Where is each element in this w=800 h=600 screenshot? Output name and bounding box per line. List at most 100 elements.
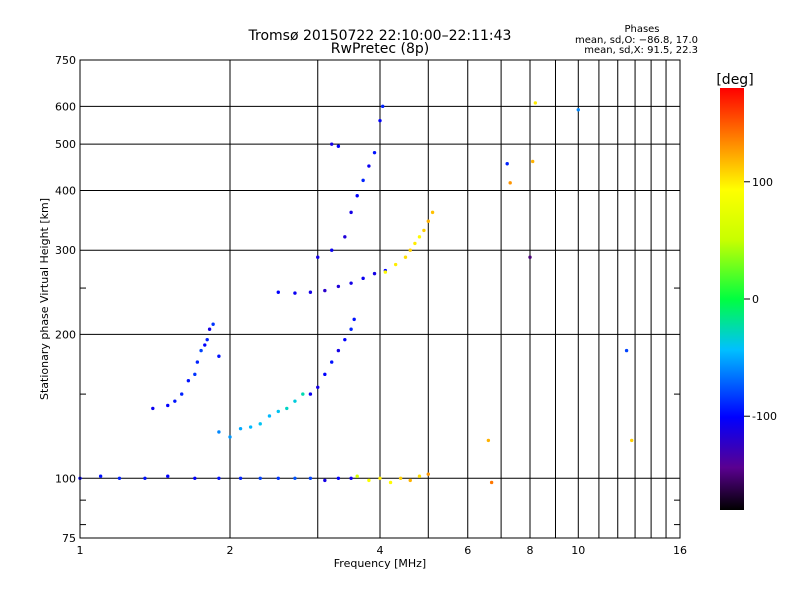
data-point (486, 438, 491, 443)
data-point (98, 474, 103, 478)
data-point (308, 476, 313, 480)
data-point (336, 144, 341, 148)
data-point (380, 104, 385, 109)
data-point (505, 162, 509, 166)
data-point (293, 291, 297, 295)
data-point (238, 476, 243, 480)
data-point (276, 290, 280, 294)
colorbar-label: [deg] (716, 72, 753, 88)
y-tick-label: 200 (55, 328, 76, 341)
colorbar-tick-label: 100 (752, 176, 773, 189)
data-point (143, 476, 147, 480)
data-point (276, 409, 280, 414)
data-point (343, 337, 347, 342)
data-point (528, 255, 532, 259)
data-point (630, 438, 634, 443)
data-point (211, 322, 215, 326)
data-point (355, 474, 359, 478)
data-point (417, 474, 422, 478)
data-point (276, 476, 280, 480)
data-point (293, 476, 297, 480)
y-tick-label: 100 (55, 472, 76, 485)
stats-line-o: mean, sd,O: −86.8, 17.0 (575, 35, 698, 46)
y-tick-label: 75 (62, 532, 76, 545)
data-point (422, 228, 426, 233)
data-point (426, 472, 430, 476)
data-point (417, 235, 422, 239)
data-point (117, 476, 122, 480)
data-point (624, 348, 629, 353)
data-point (378, 118, 382, 123)
axis-ticks: 1 2 4 6 8 10 16 75 100 200 300 400 500 600 750 (55, 54, 687, 557)
x-tick-label: 10 (571, 544, 585, 557)
data-point (301, 392, 305, 396)
data-point (285, 406, 289, 411)
data-point (408, 248, 412, 252)
data-point (349, 476, 353, 480)
y-tick-label: 400 (55, 184, 76, 197)
data-point (228, 435, 232, 439)
y-tick-label: 500 (55, 138, 76, 151)
data-point (258, 476, 262, 480)
data-point (388, 480, 393, 485)
data-point (408, 478, 412, 483)
data-point (336, 476, 341, 480)
data-point (258, 422, 262, 426)
colorbar-tick-label: 0 (752, 293, 759, 306)
data-point (323, 372, 327, 377)
data-point (489, 480, 494, 485)
data-point (361, 178, 365, 183)
data-point (403, 255, 408, 259)
data-point (308, 290, 313, 294)
data-point (267, 414, 272, 418)
y-tick-label: 300 (55, 244, 76, 257)
data-point (349, 210, 353, 215)
x-tick-label: 8 (527, 544, 534, 557)
data-point (330, 360, 334, 364)
y-tick-label: 600 (55, 100, 76, 113)
data-point (349, 327, 353, 331)
x-axis-label: Frequency [MHz] (334, 557, 426, 570)
data-point (217, 476, 221, 480)
colorbar (720, 88, 744, 510)
data-point (372, 150, 377, 155)
data-point (207, 327, 212, 331)
data-point (430, 210, 435, 215)
x-tick-label: 16 (673, 544, 687, 557)
y-tick-label: 750 (55, 54, 76, 67)
data-point (316, 385, 320, 390)
data-point (193, 372, 197, 377)
data-point (383, 270, 388, 274)
data-point (336, 284, 341, 289)
x-tick-label: 1 (77, 544, 84, 557)
data-point (372, 271, 377, 276)
stats-heading: Phases (624, 24, 659, 35)
colorbar-tick-label: -100 (752, 410, 777, 423)
data-point (199, 348, 203, 353)
data-point (367, 478, 371, 483)
data-point (426, 219, 430, 223)
chart-title: Tromsø 20150722 22:10:00–22:11:43 (248, 28, 512, 44)
data-point (413, 241, 417, 246)
stats-line-x: mean, sd,X: 91.5, 22.3 (584, 45, 698, 56)
data-point (151, 406, 155, 411)
data-point (330, 142, 334, 146)
data-point (308, 392, 313, 396)
data-point (508, 181, 512, 185)
data-point (367, 164, 371, 168)
data-point (205, 337, 209, 342)
data-point (323, 288, 327, 293)
grid (80, 60, 680, 538)
data-point (217, 430, 221, 434)
data-point (180, 392, 184, 396)
data-point (316, 255, 320, 259)
data-point (248, 425, 253, 429)
data-point (343, 235, 347, 239)
data-point (166, 474, 170, 478)
data-point (576, 108, 580, 112)
data-point (166, 403, 170, 408)
x-tick-label: 4 (377, 544, 384, 557)
plot-frame (79, 59, 681, 539)
data-point (203, 343, 207, 347)
